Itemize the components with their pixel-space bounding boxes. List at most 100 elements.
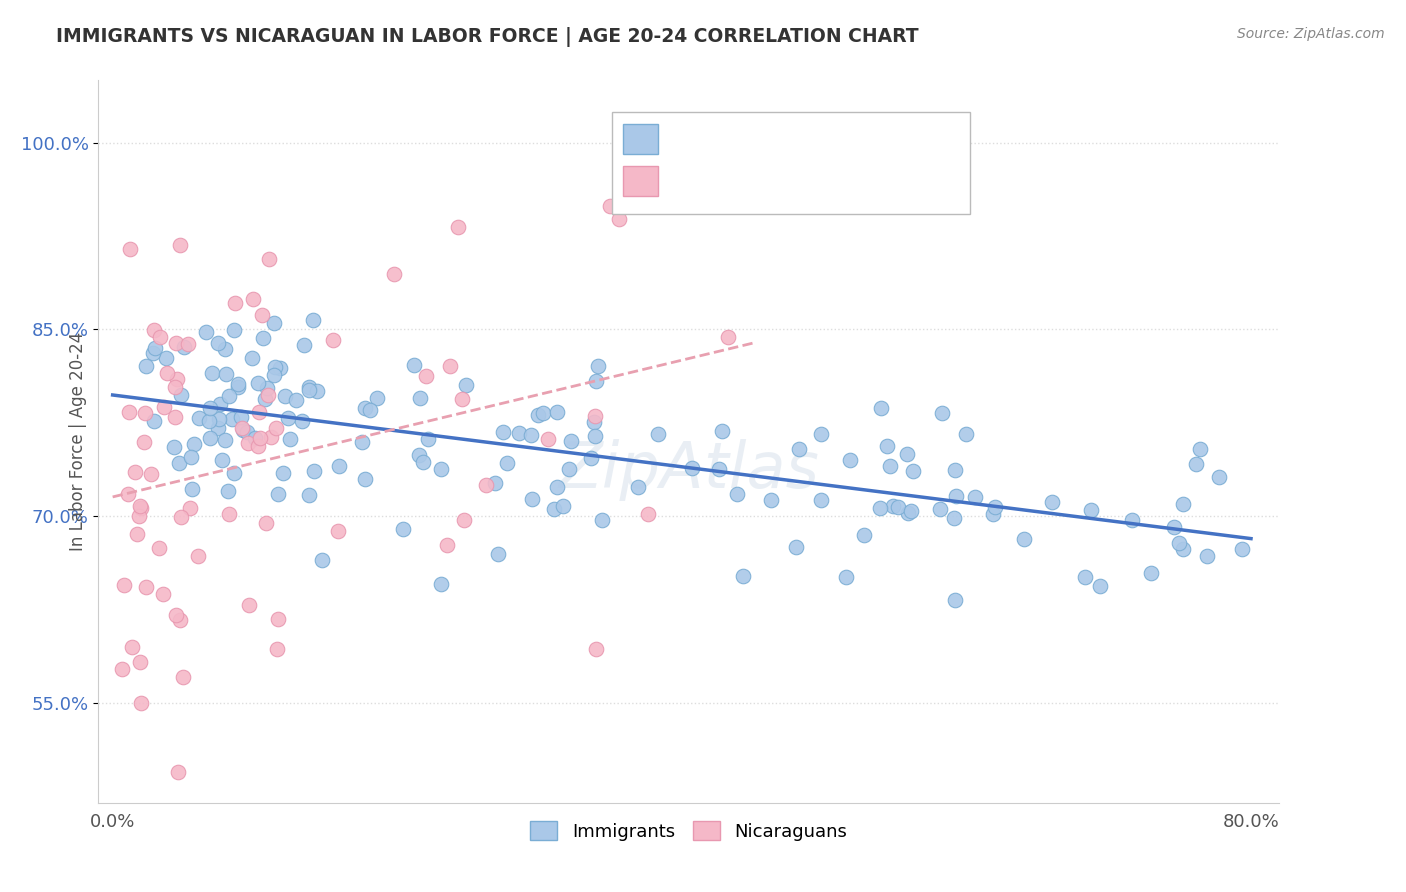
Point (896, 447, 918, 461)
Point (231, 421, 253, 435)
Point (152, 586, 174, 600)
Point (326, 524, 349, 538)
Point (222, 466, 245, 480)
Point (717, 330, 740, 344)
Point (238, 436, 260, 450)
Text: R =: R = (668, 129, 707, 147)
Point (945, 489, 967, 503)
Point (474, 477, 496, 491)
Point (1171, 496, 1194, 510)
Point (134, 435, 156, 450)
Point (453, 513, 475, 527)
Point (134, 406, 156, 420)
Point (169, 509, 191, 524)
Point (259, 252, 281, 267)
Text: N =: N = (787, 172, 827, 190)
Point (711, 424, 734, 438)
Point (585, 642, 607, 657)
Point (731, 568, 754, 582)
Point (484, 476, 506, 491)
Point (298, 488, 321, 502)
Point (963, 490, 986, 504)
Point (785, 540, 807, 554)
Point (165, 608, 187, 623)
Point (224, 296, 246, 310)
Point (607, 211, 630, 226)
Point (245, 431, 267, 445)
Point (208, 412, 231, 426)
Point (249, 431, 271, 445)
Point (1197, 549, 1219, 563)
Point (382, 267, 405, 281)
Point (256, 381, 278, 395)
Point (131, 501, 153, 516)
Point (429, 577, 451, 591)
Point (198, 414, 221, 428)
Point (129, 655, 152, 669)
Point (810, 493, 832, 508)
Point (1088, 578, 1111, 592)
Y-axis label: In Labor Force | Age 20-24: In Labor Force | Age 20-24 (69, 332, 87, 551)
Point (222, 323, 245, 337)
Point (290, 413, 312, 427)
Point (583, 428, 606, 442)
Point (903, 464, 925, 478)
Point (177, 336, 200, 351)
Point (121, 640, 143, 654)
Point (183, 437, 205, 451)
Point (546, 480, 568, 494)
Point (214, 342, 236, 356)
Point (142, 323, 165, 337)
Point (163, 379, 186, 393)
Point (853, 528, 876, 542)
Point (496, 456, 519, 470)
Point (1074, 570, 1097, 584)
Point (111, 662, 134, 676)
Point (439, 359, 461, 374)
Point (195, 326, 218, 340)
Point (1230, 541, 1253, 556)
Text: IMMIGRANTS VS NICARAGUAN IN LABOR FORCE | AGE 20-24 CORRELATION CHART: IMMIGRANTS VS NICARAGUAN IN LABOR FORCE … (56, 27, 920, 46)
Text: 70: 70 (825, 172, 851, 190)
Point (167, 457, 190, 471)
Point (869, 500, 891, 515)
Point (583, 409, 606, 424)
Point (129, 696, 152, 710)
Text: 0.031: 0.031 (707, 172, 763, 190)
Point (1208, 469, 1230, 483)
Point (128, 509, 150, 524)
Point (627, 480, 650, 494)
Point (537, 432, 560, 446)
Point (269, 360, 291, 375)
Point (207, 335, 229, 350)
Point (155, 351, 177, 366)
Point (198, 432, 221, 446)
Point (328, 458, 350, 473)
Point (125, 527, 148, 541)
Point (404, 358, 426, 372)
Point (870, 401, 893, 415)
Point (257, 388, 280, 402)
Point (267, 487, 290, 501)
Point (215, 367, 238, 381)
Point (214, 433, 236, 447)
Point (887, 500, 910, 514)
Point (143, 341, 166, 355)
Point (252, 331, 274, 345)
Point (353, 471, 375, 485)
Point (591, 513, 613, 527)
Point (200, 367, 222, 381)
Point (1185, 457, 1208, 471)
Point (416, 432, 439, 446)
Point (274, 389, 297, 403)
Point (984, 500, 1007, 514)
Point (945, 462, 967, 476)
Point (188, 411, 211, 425)
Point (264, 360, 287, 375)
Text: ZipAtlas: ZipAtlas (558, 440, 820, 501)
Point (508, 426, 530, 441)
Point (120, 242, 142, 256)
Point (585, 374, 607, 388)
Point (543, 501, 565, 516)
Point (519, 428, 541, 442)
